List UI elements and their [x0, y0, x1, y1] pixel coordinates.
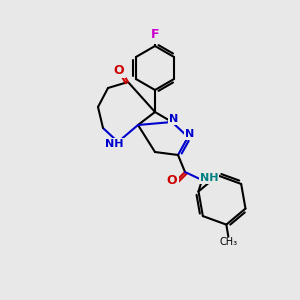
Text: O: O — [167, 175, 177, 188]
Text: O: O — [114, 64, 124, 76]
Text: N: N — [169, 114, 178, 124]
Text: F: F — [151, 28, 159, 41]
Text: CH₃: CH₃ — [219, 237, 237, 247]
Text: F: F — [151, 29, 159, 43]
Text: NH: NH — [200, 173, 218, 183]
Text: NH: NH — [105, 139, 123, 149]
Text: N: N — [185, 129, 195, 139]
